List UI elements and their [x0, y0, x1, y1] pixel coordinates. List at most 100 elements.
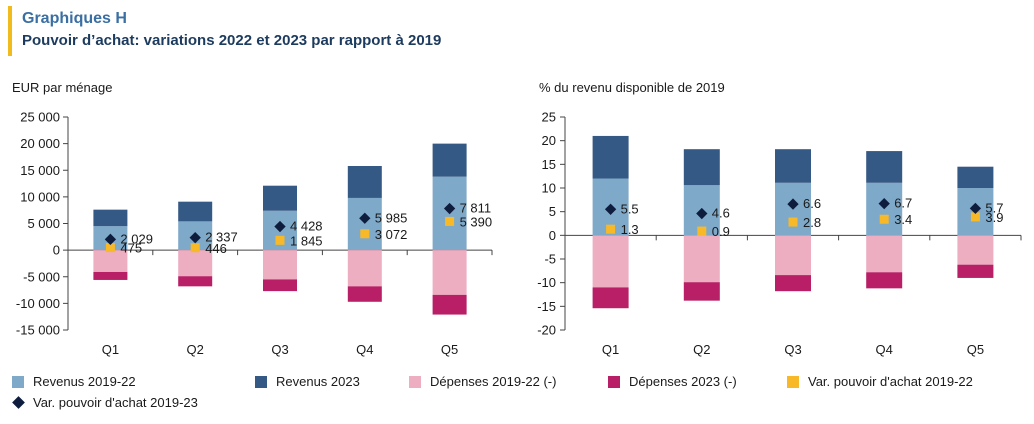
bar-revenus-2023	[683, 149, 720, 186]
marker-var-2019-23	[787, 198, 799, 210]
legend-item-depenses-2023: Dépenses 2023 (-)	[608, 374, 737, 389]
marker-var-2019-23	[189, 232, 201, 244]
bar-depenses-2023	[178, 276, 213, 287]
bar-revenus-2023	[347, 165, 382, 198]
marker-var-2019-22	[879, 214, 889, 224]
legend-item-var-2019-23: Var. pouvoir d'achat 2019-23	[12, 395, 198, 410]
legend-item-var-2019-22: Var. pouvoir d'achat 2019-22	[787, 374, 973, 389]
x-tick-label: Q4	[876, 342, 893, 357]
data-label-var-2019-22: 5 390	[460, 214, 493, 229]
data-label-var-2019-22: 1.3	[621, 222, 639, 237]
legend-label: Revenus 2023	[276, 374, 360, 389]
bar-depenses-2023	[93, 271, 128, 280]
data-label-var-2019-22: 2.8	[803, 215, 821, 230]
data-label-var-2019-23: 2 337	[205, 230, 238, 245]
bar-revenus-2019-22	[347, 197, 382, 251]
data-label-var-2019-23: 2 029	[120, 231, 153, 246]
data-label-var-2019-23: 6.6	[803, 196, 821, 211]
legend-label: Var. pouvoir d'achat 2019-23	[33, 395, 198, 410]
bar-depenses-2023	[592, 287, 629, 309]
y-tick-label: 10 000	[20, 189, 60, 204]
y-tick-label: -15	[537, 299, 556, 314]
x-tick-label: Q3	[784, 342, 801, 357]
bar-depenses-2019-22	[93, 250, 128, 272]
legend-swatch-depenses-2023	[608, 375, 620, 388]
bar-depenses-2019-22	[957, 235, 994, 265]
marker-var-2019-23	[878, 197, 890, 210]
marker-var-2019-23	[604, 203, 617, 215]
legend-swatch-revenus-2023	[255, 375, 267, 388]
bar-depenses-2023	[957, 264, 994, 278]
legend-label: Dépenses 2023 (-)	[629, 374, 737, 389]
marker-var-2019-22	[697, 226, 707, 236]
y-tick-label: 0	[549, 228, 556, 243]
y-tick-label: 5	[549, 204, 556, 219]
legend-label: Dépenses 2019-22 (-)	[430, 374, 557, 389]
marker-var-2019-22	[445, 216, 455, 226]
bar-depenses-2023	[263, 279, 297, 292]
y-tick-label: -5 000	[23, 269, 60, 284]
marker-var-2019-23	[359, 212, 371, 224]
bar-depenses-2023	[432, 294, 467, 315]
marker-var-2019-23	[443, 202, 456, 215]
x-tick-label: Q2	[693, 342, 710, 357]
bar-revenus-2023	[263, 185, 297, 211]
marker-var-2019-22	[360, 229, 370, 239]
bar-revenus-2023	[866, 151, 903, 183]
bar-depenses-2023	[347, 286, 382, 302]
marker-var-2019-22	[606, 224, 616, 234]
bar-revenus-2023	[178, 201, 213, 222]
y-tick-label: -15 000	[16, 323, 60, 338]
bar-revenus-2023	[957, 166, 994, 188]
data-label-var-2019-23: 7 811	[460, 201, 492, 216]
bar-depenses-2019-22	[178, 250, 213, 277]
x-tick-label: Q3	[271, 342, 288, 357]
data-label-var-2019-23: 5 985	[375, 210, 408, 225]
marker-var-2019-22	[275, 235, 285, 245]
bar-revenus-2023	[432, 143, 467, 177]
data-label-var-2019-23: 5.5	[621, 201, 639, 216]
chart-1-y-axis-label: EUR par ménage	[12, 80, 112, 95]
data-label-var-2019-23: 5.7	[985, 200, 1003, 215]
y-tick-label: 25 000	[20, 110, 60, 125]
y-tick-label: 5 000	[27, 216, 60, 231]
y-tick-label: 15	[542, 157, 556, 172]
data-label-var-2019-22: 446	[205, 241, 227, 256]
bar-depenses-2023	[683, 282, 720, 301]
legend-item-revenus-2019-22: Revenus 2019-22	[12, 374, 136, 389]
chart-2-y-axis-label: % du revenu disponible de 2019	[539, 80, 725, 95]
figure-subtitle: Pouvoir d’achat: variations 2022 et 2023…	[22, 32, 442, 49]
bar-depenses-2019-22	[866, 235, 903, 273]
bar-revenus-2023	[93, 209, 128, 227]
data-label-var-2019-23: 4.6	[712, 206, 730, 221]
bar-depenses-2019-22	[683, 235, 720, 283]
data-label-var-2019-22: 1 845	[290, 233, 323, 248]
bar-depenses-2019-22	[775, 235, 811, 276]
diamond-icon	[12, 396, 25, 409]
y-tick-label: 15 000	[20, 163, 60, 178]
bar-depenses-2019-22	[263, 250, 297, 280]
y-tick-label: 20	[542, 133, 556, 148]
bar-depenses-2019-22	[347, 250, 382, 287]
data-label-var-2019-22: 3.4	[894, 212, 912, 227]
x-tick-label: Q5	[967, 342, 984, 357]
y-tick-label: 20 000	[20, 136, 60, 151]
legend-item-depenses-2019-22: Dépenses 2019-22 (-)	[409, 374, 556, 389]
legend-item-revenus-2023: Revenus 2023	[255, 374, 360, 389]
y-tick-label: -20	[537, 323, 556, 338]
marker-var-2019-23	[696, 207, 708, 220]
marker-var-2019-22	[190, 243, 200, 253]
legend-swatch-var-2019-22	[787, 375, 799, 388]
marker-var-2019-23	[969, 202, 982, 215]
x-tick-label: Q5	[441, 342, 458, 357]
bar-depenses-2023	[775, 275, 811, 292]
y-tick-label: -10 000	[16, 296, 60, 311]
legend-label: Revenus 2019-22	[33, 374, 136, 389]
data-label-var-2019-23: 6.7	[894, 196, 912, 211]
y-tick-label: 0	[53, 243, 60, 258]
data-label-var-2019-22: 3.9	[985, 210, 1003, 225]
data-label-var-2019-22: 475	[120, 241, 142, 256]
bar-depenses-2019-22	[432, 250, 467, 295]
bar-depenses-2019-22	[592, 235, 629, 288]
